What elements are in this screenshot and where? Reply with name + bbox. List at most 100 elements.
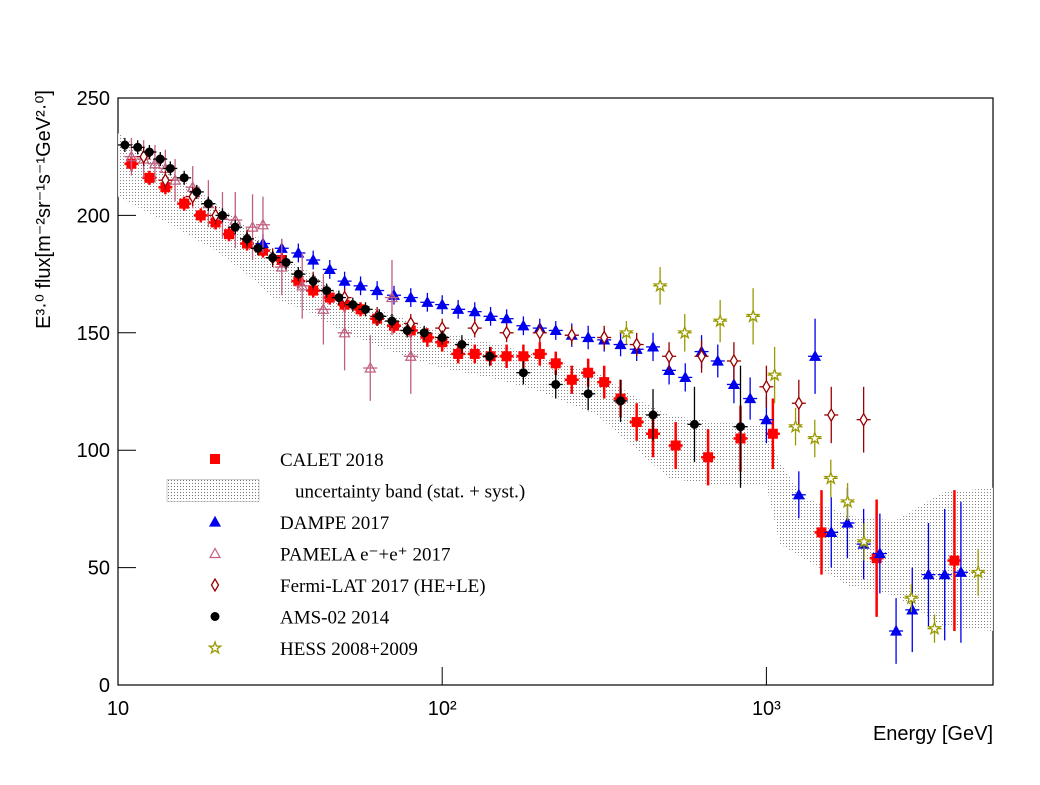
data-point [856, 533, 872, 549]
data-point [816, 527, 827, 538]
legend-marker [208, 547, 222, 559]
data-point [296, 279, 309, 291]
data-point [133, 142, 143, 152]
data-point [859, 412, 868, 427]
data-point [518, 351, 529, 362]
data-point [179, 198, 190, 209]
data-point [421, 296, 434, 307]
data-point [436, 298, 449, 310]
data-point [144, 147, 154, 157]
data-point [125, 150, 138, 162]
data-point [679, 371, 692, 383]
data-point [452, 303, 465, 314]
x-tick-label: 10³ [752, 698, 781, 720]
data-point [583, 367, 594, 378]
data-point [652, 277, 668, 293]
data-point [906, 603, 919, 615]
data-point [825, 526, 838, 537]
plot-frame [117, 97, 994, 686]
data-point [518, 368, 528, 378]
data-point [534, 348, 545, 359]
legend-swatch [166, 479, 260, 502]
data-point [419, 328, 429, 338]
data-point [292, 246, 305, 258]
data-point [120, 140, 130, 150]
data-point [502, 325, 511, 341]
data-point [324, 292, 335, 303]
data-point [246, 220, 259, 232]
data-point [517, 319, 530, 331]
data-point [809, 350, 822, 361]
legend-marker [210, 577, 220, 593]
y-tick-label: 50 [88, 558, 110, 580]
data-point [371, 284, 384, 296]
data-point [616, 396, 626, 406]
data-point [338, 274, 351, 286]
data-point [402, 325, 412, 335]
data-point [453, 348, 464, 359]
data-point [253, 243, 263, 253]
data-point [348, 300, 358, 310]
data-point [711, 354, 724, 366]
data-point [354, 279, 367, 291]
y-tick-label: 100 [77, 440, 110, 462]
data-point [323, 263, 336, 275]
data-point [794, 395, 804, 411]
data-point [599, 377, 610, 388]
x-tick-label: 10 [107, 698, 129, 720]
data-point [470, 320, 479, 336]
legend-marker [207, 640, 223, 655]
data-point [361, 304, 371, 314]
data-point [404, 291, 417, 303]
legend-label: CALET 2018 [280, 450, 384, 471]
data-point [203, 199, 213, 209]
data-point [281, 257, 291, 267]
data-point [949, 555, 960, 566]
data-point [385, 291, 398, 303]
data-point [871, 553, 882, 564]
data-point [179, 173, 189, 183]
y-tick-label: 0 [99, 675, 110, 697]
data-point [689, 419, 699, 429]
data-point [767, 428, 778, 439]
data-point [664, 348, 674, 364]
data-point [549, 324, 562, 336]
legend-label: DAMPE 2017 [280, 513, 389, 534]
data-point [551, 379, 561, 389]
data-point [614, 338, 627, 350]
data-point [322, 286, 332, 296]
data-point [307, 253, 320, 265]
data-point [293, 269, 303, 279]
data-point [566, 374, 577, 385]
data-point [826, 407, 836, 423]
data-point [437, 332, 447, 342]
data-point [583, 389, 593, 399]
data-point [169, 173, 182, 185]
data-point [823, 470, 839, 485]
data-point [230, 222, 240, 232]
data-point [839, 493, 856, 509]
data-point [256, 218, 269, 230]
data-point [727, 378, 740, 390]
data-point [567, 327, 577, 343]
data-point [890, 624, 903, 636]
data-point [599, 330, 609, 345]
data-point [484, 310, 497, 321]
legend-marker [210, 454, 220, 464]
data-point [195, 210, 206, 221]
data-point [703, 452, 714, 463]
data-point [165, 163, 175, 173]
y-tick-label: 200 [77, 205, 110, 227]
data-point [192, 187, 202, 197]
data-point [468, 305, 481, 317]
x-tick-label: 10² [428, 698, 457, 720]
data-point [712, 313, 728, 328]
data-point [807, 430, 823, 445]
data-point [334, 293, 344, 303]
data-point [308, 276, 318, 286]
data-point [469, 348, 480, 359]
data-point [792, 488, 805, 500]
data-point [787, 418, 804, 434]
data-point [148, 157, 161, 169]
